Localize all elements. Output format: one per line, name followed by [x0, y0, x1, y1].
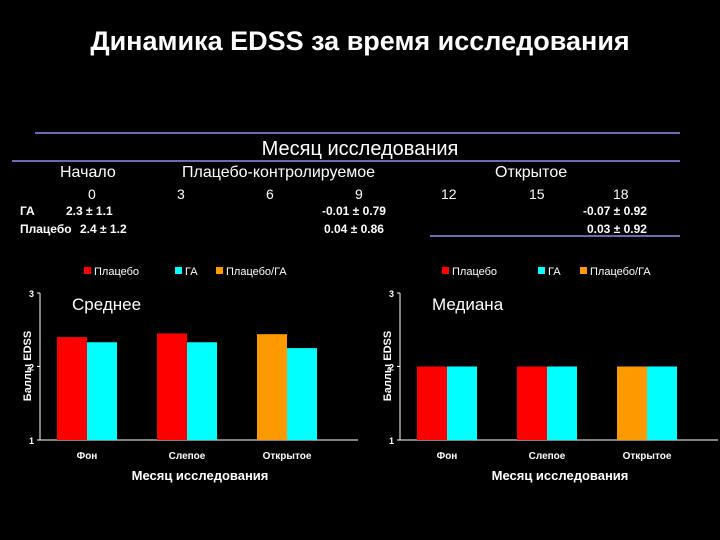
month-9: 9	[355, 186, 363, 202]
table-header: Месяц исследования	[261, 138, 459, 160]
c0-y-tick-label-1: 2	[29, 363, 34, 373]
c1-legend-label-0: Плацебо	[452, 266, 497, 278]
month-3: 3	[177, 186, 185, 202]
group-label-baseline: Начало	[60, 164, 116, 181]
baseline-placebo: 2.4 ± 1.2	[80, 222, 127, 236]
baseline-ga: 2.3 ± 1.1	[66, 204, 113, 218]
c1-bar-2-2	[617, 366, 647, 440]
c0-y-tick-label-2: 3	[29, 289, 34, 299]
table-top-line	[35, 132, 680, 134]
c0-legend-swatch-0	[84, 267, 91, 274]
c1-y-tick-label-1: 2	[389, 363, 394, 373]
c0-bar-2-2	[257, 334, 287, 440]
c0-category-label-1: Слепое	[169, 451, 206, 462]
c0-chart-title: Среднее	[72, 295, 141, 314]
c0-bar-0-1	[87, 342, 117, 440]
c0-y-label: Баллы EDSS	[22, 331, 34, 401]
table-bottom-line	[430, 235, 680, 237]
c0-legend-label-1: ГА	[185, 266, 198, 278]
change-9-placebo: 0.04 ± 0.86	[324, 222, 384, 236]
mean-chart: Плацебо ГА Плацебо/ГА 1 2 3 Баллы EDSS Среднее Ф…	[22, 266, 358, 483]
c0-bar-1-1	[187, 342, 217, 440]
c1-y-tick-label-0: 1	[389, 436, 394, 446]
change-9-ga: -0.01 ± 0.79	[322, 204, 386, 218]
c1-category-label-0: Фон	[437, 451, 458, 462]
c1-legend-label-2: Плацебо/ГА	[590, 266, 651, 278]
row-label-placebo: Плацебо	[20, 222, 72, 236]
c0-x-label: Месяц исследования	[132, 468, 269, 483]
change-18-ga: -0.07 ± 0.92	[583, 204, 647, 218]
c0-legend-swatch-1	[175, 267, 182, 274]
month-6: 6	[266, 186, 274, 202]
c1-chart-title: Медиана	[432, 295, 504, 314]
c0-legend-label-0: Плацебо	[94, 266, 139, 278]
c0-bar-1-0	[157, 333, 187, 440]
c1-bar-0-0	[417, 366, 447, 440]
c1-category-label-1: Слепое	[529, 451, 566, 462]
c0-category-label-2: Открытое	[263, 451, 312, 462]
c1-bar-1-0	[517, 366, 547, 440]
c1-legend-swatch-1	[538, 267, 545, 274]
month-0: 0	[88, 186, 96, 202]
c0-legend-swatch-2	[216, 267, 223, 274]
c1-legend-label-1: ГА	[548, 266, 561, 278]
group-label-placebo-controlled: Плацебо-контролируемое	[182, 164, 376, 181]
slide-title: Динамика EDSS за время исследования	[90, 26, 630, 56]
c0-bar-2-3	[287, 348, 317, 440]
c0-category-label-0: Фон	[77, 451, 98, 462]
median-chart: Плацебо ГА Плацебо/ГА 1 2 3 Баллы EDSS Медиана Ф…	[382, 266, 718, 483]
c0-y-tick-label-0: 1	[29, 436, 34, 446]
c0-legend-label-2: Плацебо/ГА	[226, 266, 287, 278]
month-12: 12	[441, 186, 457, 202]
change-18-placebo: 0.03 ± 0.92	[587, 222, 647, 236]
table-header-line	[12, 160, 680, 162]
c1-y-label: Баллы EDSS	[382, 331, 394, 401]
c1-x-label: Месяц исследования	[492, 468, 629, 483]
c1-bar-1-1	[547, 366, 577, 440]
c1-y-tick-label-2: 3	[389, 289, 394, 299]
c1-legend-swatch-2	[580, 267, 587, 274]
month-18: 18	[613, 186, 629, 202]
c0-bar-0-0	[57, 337, 87, 440]
group-label-open-label: Открытое	[495, 164, 568, 181]
row-label-ga: ГА	[20, 204, 35, 218]
month-15: 15	[529, 186, 545, 202]
c1-bar-2-3	[647, 366, 677, 440]
c1-legend-swatch-0	[442, 267, 449, 274]
c1-bar-0-1	[447, 366, 477, 440]
c1-category-label-2: Открытое	[623, 451, 672, 462]
